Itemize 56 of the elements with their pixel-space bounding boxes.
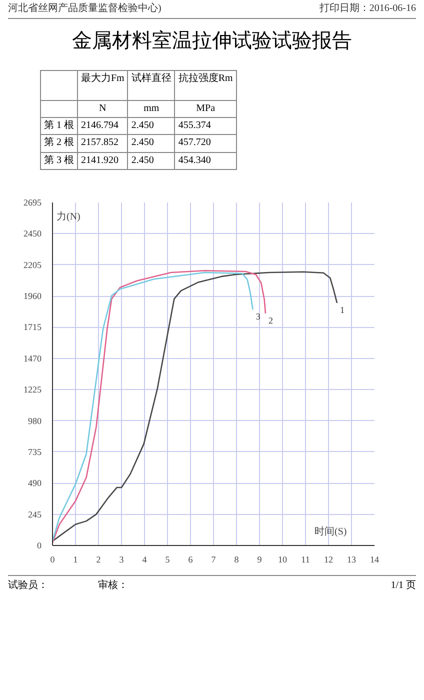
text: 第 3 根	[40, 152, 78, 170]
text: 河北省丝网产品质量监督检验中心)	[8, 2, 162, 16]
text: 1/1 页	[390, 579, 416, 593]
text: 2.450	[128, 152, 175, 170]
text: 454.340	[174, 152, 236, 170]
x-tick-label: 14	[370, 554, 380, 564]
text: 试验员：	[8, 579, 49, 593]
y-tick-label: 490	[28, 478, 42, 488]
text: 2.450	[128, 118, 175, 135]
y-tick-label: 0	[37, 540, 42, 550]
series-label: 3	[256, 312, 261, 322]
x-tick-label: 12	[324, 554, 333, 564]
text: 试样直径	[128, 70, 175, 100]
series-label: 1	[340, 304, 345, 315]
text: 2.450	[128, 134, 175, 152]
x-tick-label: 4	[142, 554, 148, 564]
text: 2141.920	[78, 152, 128, 170]
y-tick-label: 980	[28, 416, 42, 426]
y-tick-label: 1960	[24, 291, 42, 302]
text: N	[78, 100, 128, 118]
x-tick-label: 3	[119, 554, 124, 564]
y-tick-label: 735	[28, 446, 42, 457]
text: 第 1 根	[40, 118, 78, 135]
text: mm	[128, 100, 175, 118]
x-tick-label: 11	[301, 554, 310, 564]
y-tick-label: 1470	[24, 353, 42, 364]
text: 打印日期：2016-06-16	[319, 2, 416, 16]
y-tick-label: 2450	[24, 228, 42, 239]
x-tick-label: 9	[257, 554, 262, 564]
x-tick-label: 7	[211, 554, 216, 564]
x-tick-label: 8	[234, 554, 240, 564]
y-tick-label: 1715	[24, 322, 42, 332]
y-tick-label: 245	[28, 509, 42, 520]
text: 第 2 根	[40, 134, 78, 152]
x-tick-label: 10	[278, 554, 288, 564]
x-tick-label: 2	[96, 554, 101, 564]
x-tick-label: 1	[73, 554, 78, 564]
y-tick-label: 2695	[24, 198, 42, 208]
text: MPa	[174, 100, 236, 118]
text: 抗拉强度Rm	[174, 70, 236, 100]
text: 2157.852	[78, 134, 128, 152]
y-axis-title: 力(N)	[56, 210, 80, 222]
x-tick-label: 13	[347, 554, 356, 564]
series-label: 2	[268, 315, 273, 326]
x-tick-label: 0	[50, 554, 56, 564]
text: 最大力Fm	[78, 70, 128, 100]
y-tick-label: 2205	[24, 260, 42, 270]
text: 457.720	[174, 134, 236, 152]
x-axis-title: 时间(S)	[314, 526, 347, 538]
text: 审核：	[98, 579, 129, 593]
y-tick-label: 1225	[24, 384, 42, 395]
text: 2146.794	[78, 118, 128, 135]
text: 455.374	[174, 118, 236, 135]
chart-title: 金属材料室温拉伸试验试验报告	[71, 29, 353, 54]
x-tick-label: 5	[165, 554, 170, 564]
x-tick-label: 6	[188, 554, 194, 564]
